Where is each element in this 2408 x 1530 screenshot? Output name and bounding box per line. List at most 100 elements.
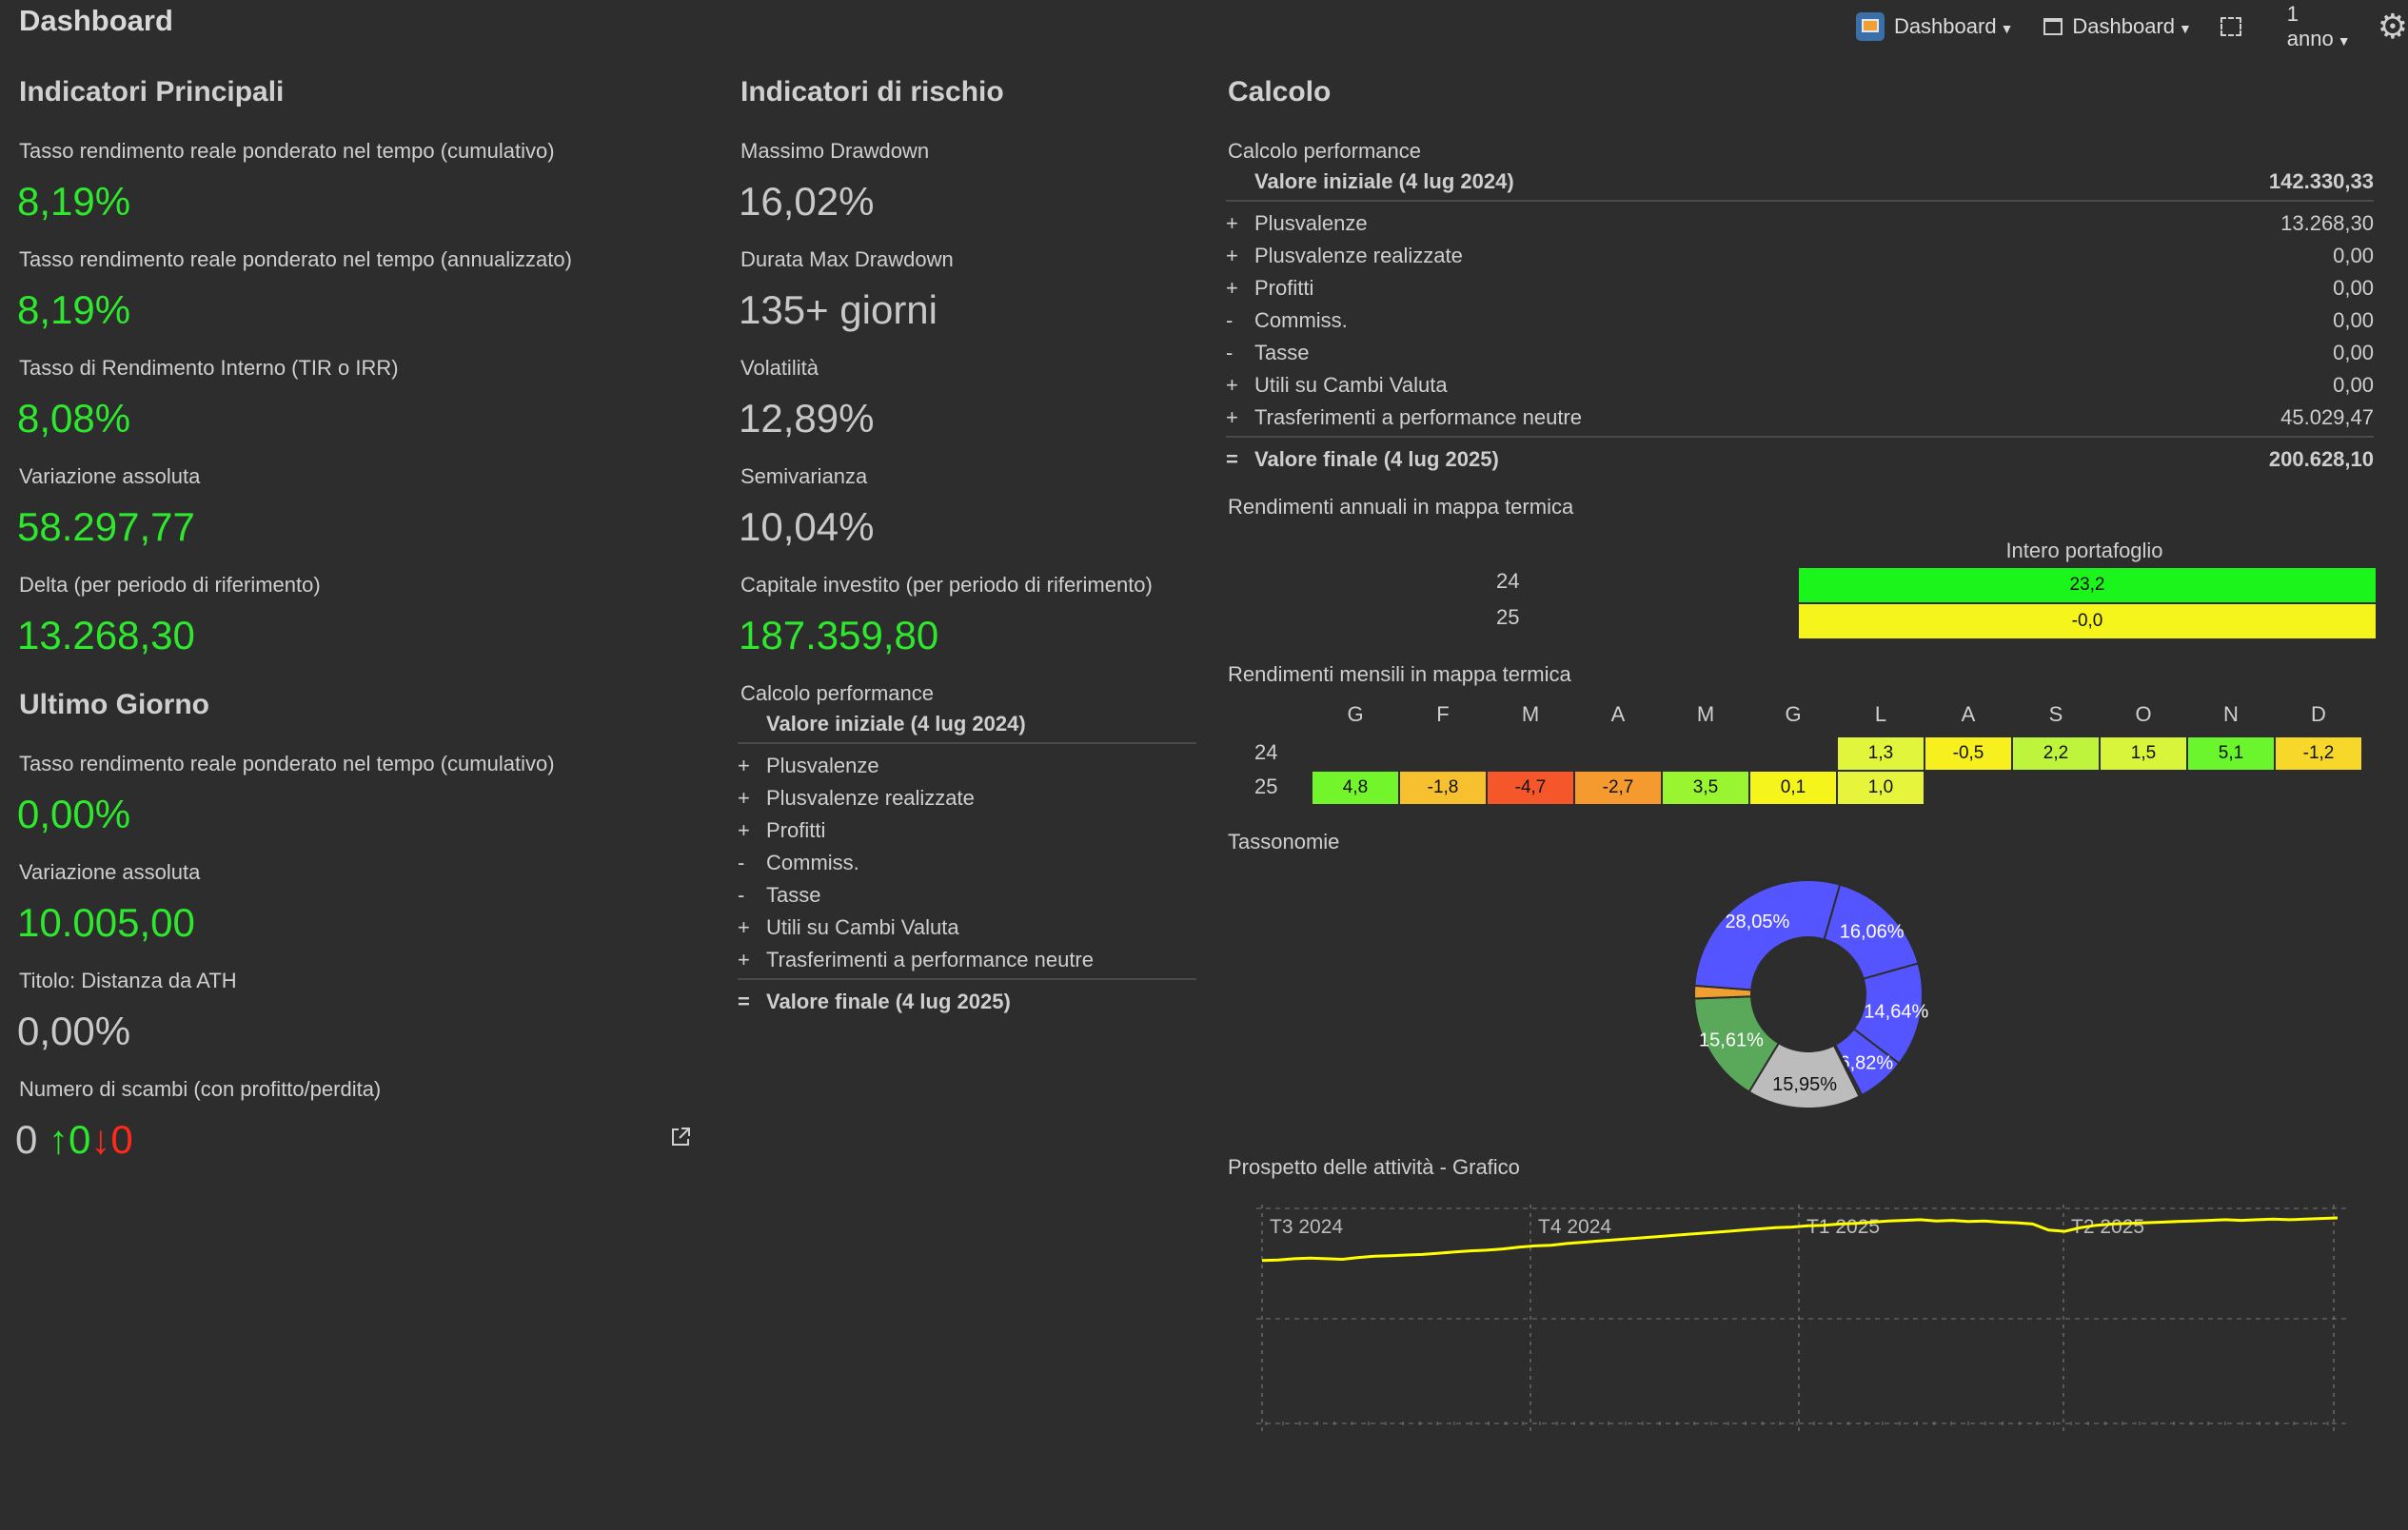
chevron-down-icon: ▼ bbox=[2179, 21, 2192, 36]
monthly-heatmap-cell: -0,5 bbox=[1924, 736, 2012, 771]
dashboard-app-icon[interactable] bbox=[1856, 12, 1885, 41]
annual-year-label: 25 bbox=[1496, 605, 1520, 629]
metric-label: Durata Max Drawdown bbox=[740, 247, 954, 271]
metric-label: Tasso rendimento reale ponderato nel tem… bbox=[19, 752, 555, 775]
taxonomy-title: Tassonomie bbox=[1228, 830, 1340, 853]
metric-value: 0,00% bbox=[17, 792, 131, 836]
donut-slice-label: 14,64% bbox=[1864, 1002, 1928, 1023]
metric-label: Titolo: Distanza da ATH bbox=[19, 969, 237, 992]
monthly-year-label: 25 bbox=[1254, 775, 1278, 798]
month-header: A bbox=[1610, 702, 1626, 726]
donut-slice-label: 6,82% bbox=[1839, 1053, 1893, 1074]
x-axis-label: T1 2025 bbox=[1806, 1216, 1880, 1238]
monthly-heatmap-title: Rendimenti mensili in mappa termica bbox=[1228, 662, 1571, 686]
divider bbox=[1226, 436, 2374, 438]
monthly-heatmap-cell: -1,8 bbox=[1399, 771, 1487, 805]
metric-value: 8,08% bbox=[17, 396, 131, 441]
perf-table: Valore iniziale (4 lug 2024) 142.330,33 +… bbox=[1226, 166, 2374, 489]
month-header: M bbox=[1521, 702, 1540, 726]
view2-dropdown[interactable]: Dashboard ▼ bbox=[2072, 14, 2192, 38]
annual-heatmap-cell: -0,0 bbox=[1798, 603, 2377, 639]
monthly-heatmap-cell: 3,5 bbox=[1662, 771, 1749, 805]
new-column-icon[interactable] bbox=[2220, 17, 2241, 36]
monthly-heatmap-cell: -4,7 bbox=[1487, 771, 1574, 805]
metric-value: 16,02% bbox=[739, 179, 875, 224]
divider bbox=[738, 978, 1196, 980]
external-link-icon[interactable] bbox=[670, 1127, 691, 1148]
perf-table-title: Calcolo performance bbox=[1228, 139, 1421, 163]
activity-line-chart: T3 2024 T4 2024 T1 2025 T2 2025 bbox=[1228, 1195, 2389, 1442]
monthly-heatmap-cell: -2,7 bbox=[1574, 771, 1662, 805]
month-header: F bbox=[1436, 702, 1450, 726]
perf-row: -Commiss.0,00 bbox=[738, 851, 859, 874]
monthly-heatmap-cell: 1,0 bbox=[1837, 771, 1924, 805]
month-header: A bbox=[1961, 702, 1976, 726]
metric-value: 13.268,30 bbox=[17, 613, 195, 657]
metric-label: Capitale investito (per periodo di rifer… bbox=[740, 573, 1153, 597]
donut-slice-label: 28,05% bbox=[1725, 912, 1789, 932]
perf-row: -Commiss.0,00 bbox=[1226, 308, 2374, 332]
series-line bbox=[1261, 1216, 2339, 1263]
metric-value: 10,04% bbox=[739, 504, 875, 549]
perf-initial-row: Valore iniziale (4 lug 2024)142.330,33 bbox=[766, 712, 1026, 736]
metric-label: Tasso rendimento reale ponderato nel tem… bbox=[19, 139, 555, 163]
metric-label: Numero di scambi (con profitto/perdita) bbox=[19, 1077, 382, 1101]
perf-final-row: =Valore finale (4 lug 2025)200.628,10 bbox=[1226, 447, 2374, 471]
metric-label: Tasso di Rendimento Interno (TIR o IRR) bbox=[19, 356, 399, 380]
donut-slice-label: 15,95% bbox=[1772, 1074, 1837, 1095]
page-title: Dashboard bbox=[19, 4, 173, 37]
metric-value: 0,00% bbox=[17, 1009, 131, 1053]
month-header: M bbox=[1696, 702, 1715, 726]
gear-icon[interactable]: ⚙ bbox=[2377, 7, 2408, 46]
taxonomy-donut-chart: 16,06% 14,64% 6,82% 15,95% 15,61% 28,05% bbox=[1656, 866, 1961, 1123]
donut-slice[interactable] bbox=[1693, 879, 1842, 991]
month-header: O bbox=[2135, 702, 2152, 726]
annual-year-label: 24 bbox=[1496, 569, 1520, 593]
donut-slice-label: 15,61% bbox=[1699, 1030, 1764, 1051]
monthly-heatmap-cell: -1,2 bbox=[2275, 736, 2362, 771]
perf-row: +Trasferimenti a performance neutre45.02… bbox=[738, 948, 1094, 971]
monthly-heatmap-cell: 1,3 bbox=[1837, 736, 1924, 771]
section-title-risk: Indicatori di rischio bbox=[740, 76, 1004, 108]
section-title-main-indicators: Indicatori Principali bbox=[19, 76, 285, 108]
metric-label: Delta (per periodo di riferimento) bbox=[19, 573, 321, 597]
donut-slice-label: 16,06% bbox=[1840, 922, 1905, 943]
metric-label: Tasso rendimento reale ponderato nel tem… bbox=[19, 247, 572, 271]
metric-label: Variazione assoluta bbox=[19, 464, 201, 488]
window-icon[interactable] bbox=[2043, 18, 2063, 35]
section-title-calc: Calcolo bbox=[1228, 76, 1332, 108]
annual-heatmap-header: Intero portafoglio bbox=[2005, 539, 2163, 562]
metric-label: Massimo Drawdown bbox=[740, 139, 930, 163]
annual-heatmap: 24 23,2 25 -0,0 bbox=[1228, 565, 2377, 641]
monthly-heatmap: G F M A M G L A S O N D 24 1,3 -0,5 2,2 1,5 5,1 -1,2 25 4,8-… bbox=[1228, 702, 2389, 807]
metric-label: Semivarianza bbox=[740, 464, 868, 488]
month-header: L bbox=[1874, 702, 1887, 726]
metric-value: 8,19% bbox=[17, 179, 131, 224]
period-dropdown[interactable]: 1 anno ▼ bbox=[2286, 2, 2351, 50]
activity-chart-title: Prospetto delle attività - Grafico bbox=[1228, 1155, 1520, 1179]
section-title-last-day: Ultimo Giorno bbox=[19, 689, 209, 720]
metric-value: 135+ giorni bbox=[739, 287, 938, 332]
annual-heatmap-title: Rendimenti annuali in mappa termica bbox=[1228, 495, 1574, 519]
annual-heatmap-cell: 23,2 bbox=[1798, 567, 2377, 603]
view1-dropdown[interactable]: Dashboard ▼ bbox=[1893, 14, 2014, 38]
monthly-heatmap-cell: 0,1 bbox=[1749, 771, 1837, 805]
trades-counter: 0 ↑0↓0 bbox=[15, 1117, 133, 1162]
divider bbox=[1226, 200, 2374, 202]
monthly-heatmap-cell: 1,5 bbox=[2100, 736, 2187, 771]
metric-value: 58.297,77 bbox=[17, 504, 195, 549]
monthly-heatmap-cell: 2,2 bbox=[2012, 736, 2100, 771]
monthly-heatmap-cell: 5,1 bbox=[2187, 736, 2275, 771]
metric-value: 8,19% bbox=[17, 287, 131, 332]
perf-table-title: Calcolo performance bbox=[740, 681, 934, 705]
monthly-year-label: 24 bbox=[1254, 740, 1278, 764]
